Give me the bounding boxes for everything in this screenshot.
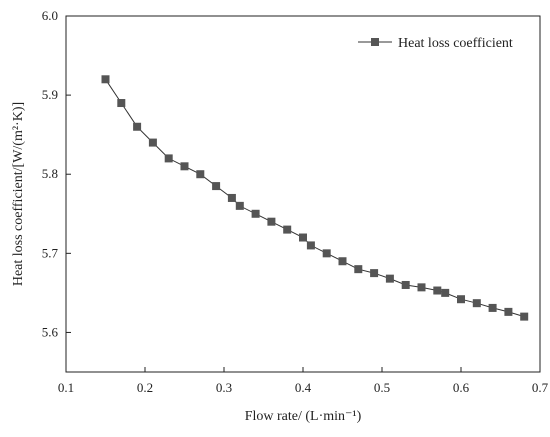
y-tick-label: 5.9: [42, 87, 58, 102]
data-point-marker: [283, 225, 292, 234]
data-point-marker: [520, 312, 529, 321]
data-point-marker: [441, 288, 450, 297]
data-point-marker: [117, 99, 126, 108]
y-tick-label: 5.7: [42, 245, 59, 260]
legend-label: Heat loss coefficient: [398, 36, 513, 51]
series-line: [105, 79, 525, 318]
data-point-marker: [433, 286, 442, 295]
data-point-marker: [101, 75, 110, 84]
data-point-marker: [472, 299, 481, 308]
data-point-marker: [251, 209, 260, 218]
data-point-marker: [235, 201, 244, 210]
x-tick-label: 0.1: [58, 380, 74, 395]
y-tick-label: 5.6: [42, 324, 59, 339]
data-point-marker: [267, 217, 276, 226]
x-tick-label: 0.7: [532, 380, 549, 395]
x-tick-label: 0.2: [137, 380, 153, 395]
data-point-marker: [488, 303, 497, 312]
x-tick-label: 0.6: [453, 380, 470, 395]
x-tick-label: 0.3: [216, 380, 232, 395]
data-point-marker: [417, 283, 426, 292]
x-axis-title: Flow rate/ (L·min⁻¹): [245, 409, 362, 424]
x-tick-label: 0.4: [295, 380, 312, 395]
data-point-marker: [164, 154, 173, 163]
data-point-marker: [385, 274, 394, 283]
data-point-marker: [338, 257, 347, 266]
data-point-marker: [133, 122, 142, 131]
data-point-marker: [306, 241, 315, 250]
data-point-marker: [457, 295, 465, 304]
data-point-marker: [180, 162, 189, 171]
data-point-marker: [401, 280, 410, 289]
legend-marker-swatch: [371, 38, 379, 46]
y-axis-title: Heat loss coefficient/[W/(m²·K)]: [11, 102, 26, 286]
data-point-marker: [504, 307, 513, 316]
data-point-marker: [212, 182, 221, 191]
data-point-marker: [227, 193, 236, 202]
plot-area-frame: [65, 15, 541, 373]
y-tick-label: 5.8: [42, 166, 58, 181]
data-point-marker: [196, 170, 205, 179]
data-point-marker: [370, 269, 379, 278]
data-point-marker: [354, 265, 363, 274]
data-point-marker: [299, 233, 307, 242]
data-point-marker: [148, 138, 157, 147]
data-point-marker: [322, 249, 331, 258]
x-tick-label: 0.5: [374, 380, 390, 395]
y-tick-label: 6.0: [42, 8, 58, 23]
